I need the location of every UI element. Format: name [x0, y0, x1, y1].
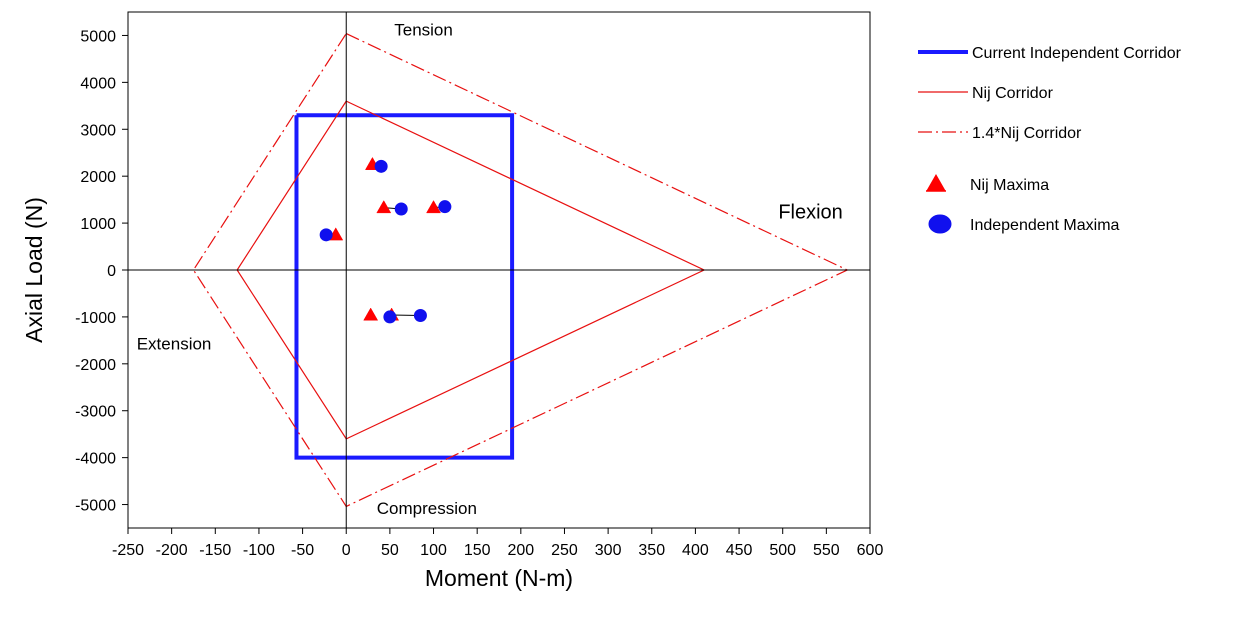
y-tick-label: -3000	[75, 404, 116, 421]
legend-swatch-circle	[929, 215, 951, 233]
legend-label: 1.4*Nij Corridor	[972, 125, 1082, 142]
y-tick-label: 5000	[80, 28, 116, 45]
legend-label: Nij Corridor	[972, 85, 1054, 102]
legend-label: Nij Maxima	[970, 177, 1049, 194]
annotation-label: Extension	[137, 335, 212, 354]
legend-label: Independent Maxima	[970, 217, 1120, 234]
x-tick-label: 550	[813, 542, 840, 559]
plot-layer: Tension Compression Extension Flexion	[137, 20, 848, 517]
legend-label: Current Independent Corridor	[972, 45, 1182, 62]
x-tick-label: 50	[381, 542, 399, 559]
x-tick-label: 600	[857, 542, 884, 559]
x-tick-label: 500	[769, 542, 796, 559]
x-tick-label: 150	[464, 542, 491, 559]
nij-maxima-point	[377, 201, 391, 213]
independent-maxima-point	[439, 201, 451, 213]
x-tick-label: -250	[112, 542, 144, 559]
x-tick-label: -100	[243, 542, 275, 559]
y-tick-label: -2000	[75, 357, 116, 374]
annotation-label: Tension	[394, 20, 453, 39]
y-tick-label: -4000	[75, 451, 116, 468]
x-tick-label: -200	[156, 542, 188, 559]
independent-maxima-point	[375, 160, 387, 172]
y-axis-title: Axial Load (N)	[21, 197, 47, 343]
x-tick-label: 200	[507, 542, 534, 559]
independent-maxima-point	[320, 229, 332, 241]
independent-maxima-point	[395, 203, 407, 215]
independent-maxima-point	[414, 310, 426, 322]
y-tick-label: -1000	[75, 310, 116, 327]
nij-maxima-point	[364, 308, 378, 320]
legend-swatch-triangle	[927, 175, 945, 191]
annotation-label: Flexion	[778, 201, 842, 223]
x-tick-label: 400	[682, 542, 709, 559]
y-tick-label: 4000	[80, 75, 116, 92]
x-tick-label: -150	[199, 542, 231, 559]
y-tick-label: -5000	[75, 498, 116, 515]
y-tick-label: 3000	[80, 122, 116, 139]
x-tick-label: 100	[420, 542, 447, 559]
x-tick-label: 300	[595, 542, 622, 559]
x-tick-label: 350	[638, 542, 665, 559]
annotation-label: Compression	[377, 499, 477, 518]
y-tick-label: 2000	[80, 169, 116, 186]
x-tick-label: 250	[551, 542, 578, 559]
series-line-0	[296, 115, 512, 457]
x-tick-label: 0	[342, 542, 351, 559]
y-tick-label: 1000	[80, 216, 116, 233]
legend: Current Independent Corridor Nij Corridor…	[918, 45, 1182, 234]
y-tick-label: 0	[107, 263, 116, 280]
independent-maxima-point	[384, 311, 396, 323]
x-tick-label: -50	[291, 542, 314, 559]
x-axis-title: Moment (N-m)	[425, 565, 573, 591]
x-tick-label: 450	[726, 542, 753, 559]
